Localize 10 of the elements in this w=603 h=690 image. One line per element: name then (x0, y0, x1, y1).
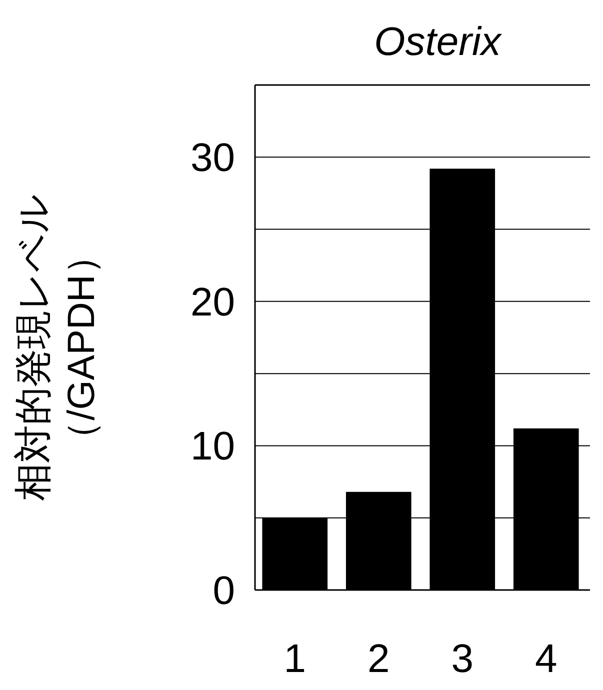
y-tick-label: 0 (212, 569, 235, 613)
y-tick-label: 30 (190, 136, 235, 180)
x-tick-label: 3 (451, 637, 474, 681)
y-tick-label: 20 (190, 280, 235, 324)
x-tick-label: 4 (535, 637, 558, 681)
x-tick-label: 1 (284, 637, 306, 681)
y-tick-label: 10 (190, 424, 235, 469)
chart-title: Osterix (374, 20, 503, 64)
x-tick-label: 2 (368, 637, 390, 681)
y-axis-title: 相対的発現レベル（/GAPDH） (12, 193, 104, 503)
